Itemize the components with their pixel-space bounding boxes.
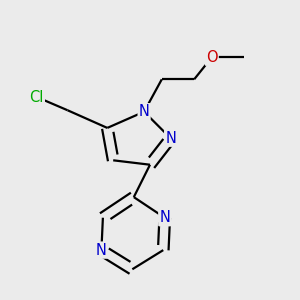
- Text: Cl: Cl: [29, 89, 44, 104]
- Text: O: O: [206, 50, 218, 65]
- Text: N: N: [159, 210, 170, 225]
- Text: N: N: [139, 104, 149, 119]
- Text: N: N: [96, 243, 107, 258]
- Text: N: N: [165, 131, 176, 146]
